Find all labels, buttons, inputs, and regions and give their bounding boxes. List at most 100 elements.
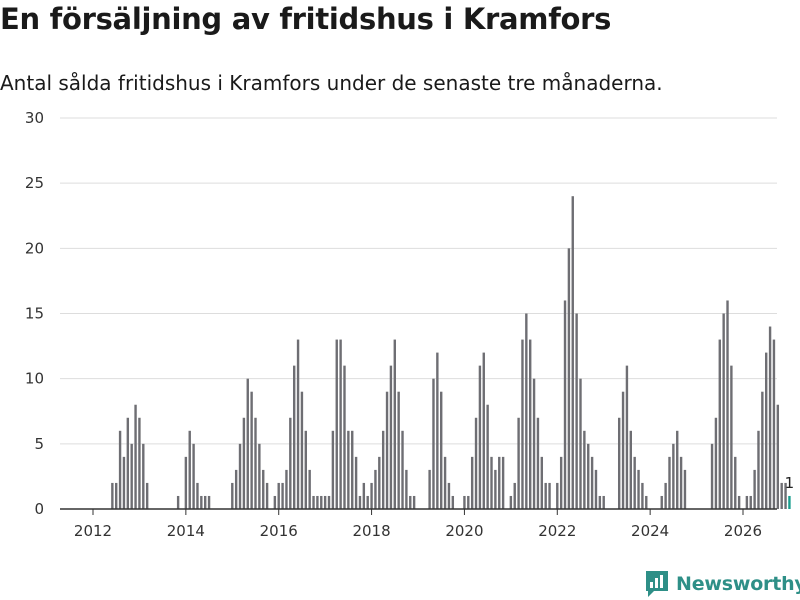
bar <box>381 430 385 509</box>
bar <box>246 378 249 509</box>
bar <box>289 417 292 509</box>
bar <box>428 469 431 509</box>
bar <box>374 469 377 509</box>
bar <box>285 469 288 509</box>
bar <box>389 365 393 509</box>
bar <box>598 495 602 509</box>
bar <box>138 417 141 509</box>
bar <box>242 417 246 509</box>
x-tick-label: 2018 <box>352 522 390 540</box>
bar <box>281 482 284 509</box>
bar <box>405 469 408 509</box>
chart-subtitle: Antal sålda fritidshus i Kramfors under … <box>0 71 663 95</box>
bar <box>602 495 605 509</box>
bar <box>571 196 574 509</box>
bar <box>447 482 451 509</box>
bar <box>501 456 505 509</box>
bar <box>145 482 149 509</box>
bar <box>761 391 764 509</box>
x-tick-label: 2012 <box>74 522 112 540</box>
data-label: 1 <box>785 474 795 492</box>
bar <box>637 469 640 509</box>
bar <box>494 469 497 509</box>
bar <box>142 443 145 509</box>
bar <box>559 456 563 509</box>
bar <box>192 443 195 509</box>
bar <box>258 443 261 509</box>
bar <box>660 495 663 509</box>
bar <box>641 482 644 509</box>
bar <box>625 365 629 509</box>
bar <box>556 482 559 509</box>
bar <box>617 417 621 509</box>
bar <box>474 417 478 509</box>
bar <box>749 495 752 509</box>
bar <box>122 456 126 509</box>
x-tick-label: 2026 <box>724 522 762 540</box>
bar <box>722 313 725 509</box>
bar <box>536 417 540 509</box>
y-tick-label: 30 <box>25 109 44 127</box>
y-tick-label: 5 <box>34 435 44 453</box>
bar <box>718 339 721 509</box>
bar <box>343 365 346 509</box>
bar <box>784 482 787 509</box>
bar <box>753 469 756 509</box>
bar <box>679 456 683 509</box>
bar <box>590 456 594 509</box>
bar <box>362 482 366 509</box>
bar <box>262 469 265 509</box>
bar <box>323 495 327 509</box>
bar <box>517 417 520 509</box>
brand-logo: Newsworthy <box>644 568 800 600</box>
bar <box>594 469 598 509</box>
bar <box>676 430 679 509</box>
bar <box>548 482 551 509</box>
bar <box>347 430 350 509</box>
y-tick-label: 25 <box>25 174 44 192</box>
bar <box>412 495 416 509</box>
bar <box>304 430 307 509</box>
bar <box>443 456 447 509</box>
bar <box>277 482 280 509</box>
bar <box>482 352 485 509</box>
bar <box>629 430 632 509</box>
bar <box>234 469 238 509</box>
newsworthy-logo-icon <box>646 571 668 597</box>
chart-title: En försäljning av fritidshus i Kramfors <box>0 2 612 36</box>
bar <box>668 456 671 509</box>
bar <box>327 495 331 509</box>
bar <box>579 378 582 509</box>
bar <box>436 352 439 509</box>
bar <box>737 495 741 509</box>
bar <box>320 495 323 509</box>
bar <box>265 482 269 509</box>
bar <box>490 456 493 509</box>
bar <box>397 391 400 509</box>
bar <box>509 495 513 509</box>
x-tick-label: 2016 <box>260 522 298 540</box>
y-tick-label: 10 <box>25 370 44 388</box>
bar <box>575 313 578 509</box>
bar <box>583 430 586 509</box>
bar <box>207 495 211 509</box>
x-tick-label: 2024 <box>631 522 669 540</box>
bar <box>200 495 203 509</box>
bar <box>118 430 122 509</box>
bar <box>385 391 389 509</box>
bar <box>587 443 590 509</box>
bar <box>188 430 191 509</box>
bar <box>176 495 180 509</box>
x-tick-label: 2020 <box>445 522 483 540</box>
bar <box>440 391 443 509</box>
bar <box>745 495 749 509</box>
bar <box>366 495 369 509</box>
axes: 0 5 10 15 20 25 30 1 2012 2014 2016 2018 2020 2022 202… <box>25 109 794 540</box>
bar <box>730 365 733 509</box>
bar <box>331 430 335 509</box>
bar <box>432 378 435 509</box>
bar <box>358 495 362 509</box>
bar <box>768 326 772 509</box>
bar-latest <box>788 495 791 509</box>
x-tick-label: 2014 <box>167 522 205 540</box>
